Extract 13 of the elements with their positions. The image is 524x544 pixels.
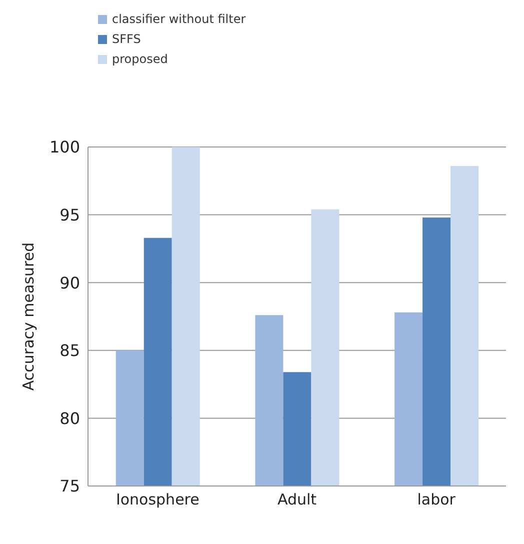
x-tick-label: Adult: [277, 490, 317, 509]
y-tick-label: 90: [60, 273, 80, 292]
legend-label: proposed: [112, 52, 168, 66]
y-tick-label: 100: [49, 138, 80, 157]
y-tick-label: 75: [60, 476, 80, 496]
legend-label: classifier without filter: [112, 12, 246, 26]
legend-label: SFFS: [112, 32, 141, 46]
y-tick-label: 85: [60, 341, 80, 360]
y-tick-label: 80: [60, 408, 80, 428]
y-axis-title: Accuracy measured: [19, 242, 38, 391]
x-tick-label: Ionosphere: [116, 490, 200, 509]
y-tick-label: 95: [60, 205, 80, 224]
x-tick-label: labor: [417, 490, 456, 509]
